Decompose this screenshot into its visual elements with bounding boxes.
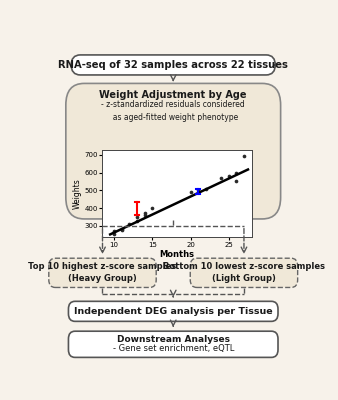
Text: RNA-seq of 32 samples across 22 tissues: RNA-seq of 32 samples across 22 tissues (58, 60, 288, 70)
Text: Independent DEG analysis per Tissue: Independent DEG analysis per Tissue (74, 307, 272, 316)
FancyBboxPatch shape (66, 84, 281, 219)
Text: Bottom 10 lowest z-score samples
(Light Group): Bottom 10 lowest z-score samples (Light … (163, 262, 325, 283)
FancyBboxPatch shape (68, 301, 278, 321)
Text: Weight Adjustment by Age: Weight Adjustment by Age (99, 90, 247, 100)
Text: - z-standardized residuals considered
  as aged-fitted weight phenotype: - z-standardized residuals considered as… (101, 100, 245, 122)
Text: - Gene set enrichment, eQTL: - Gene set enrichment, eQTL (113, 344, 234, 352)
FancyBboxPatch shape (49, 258, 156, 288)
FancyBboxPatch shape (190, 258, 298, 288)
FancyBboxPatch shape (71, 55, 275, 75)
Text: Downstream Analyses: Downstream Analyses (117, 335, 230, 344)
FancyBboxPatch shape (68, 331, 278, 357)
Text: Top 10 highest z-score samples
(Heavy Group): Top 10 highest z-score samples (Heavy Gr… (28, 262, 177, 283)
